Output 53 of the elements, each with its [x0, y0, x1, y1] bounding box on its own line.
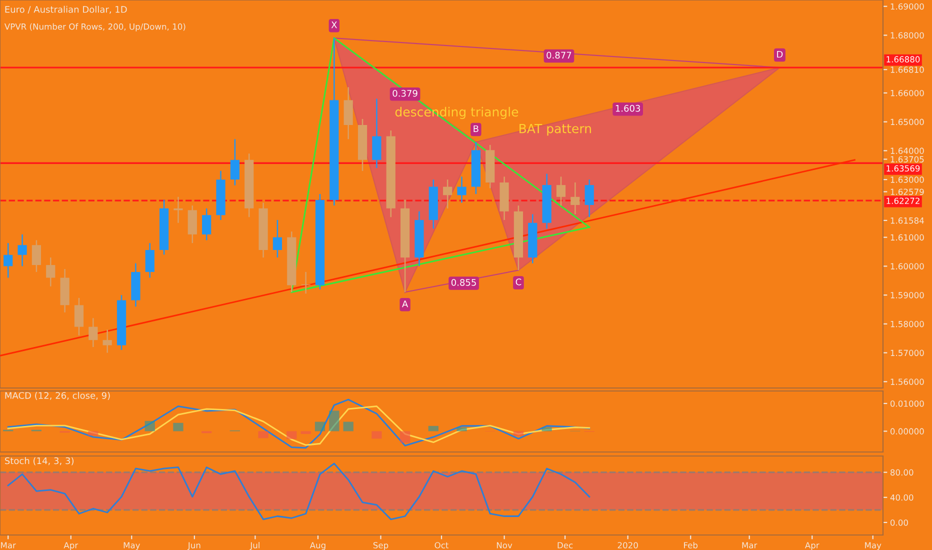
x-tick-label: Apr — [804, 542, 820, 550]
ref-line-label: 1.62272 — [886, 198, 920, 204]
y-tick-label: 0.00000 — [890, 428, 924, 434]
annotation: X — [331, 22, 337, 28]
y-tick-label: 1.66810 — [890, 66, 924, 73]
text: VPVR (Number Of Rows, 200, Up/Down, 10) — [4, 23, 186, 32]
y-tick-label: 0.00 — [890, 519, 908, 526]
chart-title: Stoch (14, 3, 3) — [5, 457, 74, 466]
y-tick-label: 80.00 — [890, 469, 914, 476]
y-tick-label: 1.63705 — [890, 156, 924, 162]
text: Euro / Australian Dollar, 1D — [5, 6, 127, 14]
y-tick-label: 1.64000 — [890, 148, 924, 154]
y-tick-label: 1.61584 — [890, 217, 924, 224]
x-tick-label: Jul — [250, 542, 260, 550]
y-tick-label: 1.61000 — [890, 234, 924, 241]
annotation: B — [474, 125, 478, 132]
x-tick-label: Sep — [373, 542, 388, 550]
annotation: A — [402, 300, 408, 308]
annotation: 0.877 — [546, 52, 572, 59]
chart-title: MACD (12, 26, close, 9) — [5, 392, 110, 400]
x-tick-label: Mar — [1, 542, 16, 548]
y-tick-label: 1.60000 — [890, 263, 924, 270]
y-tick-label: 1.56000 — [890, 378, 924, 385]
y-tick-label: 1.69000 — [890, 3, 924, 10]
annotation: 0.379 — [392, 90, 418, 97]
x-tick-label: Oct — [434, 542, 449, 548]
x-tick-label: May — [124, 542, 140, 550]
y-tick-label: 1.63000 — [890, 176, 924, 183]
x-tick-label: Nov — [496, 542, 512, 548]
annotation: C — [516, 278, 522, 286]
y-tick-label: 1.57000 — [890, 350, 924, 356]
y-tick-label: 1.58000 — [890, 320, 924, 328]
x-tick-label: Aug — [310, 542, 326, 550]
x-tick-label: 2020 — [618, 542, 638, 548]
annotation: D — [777, 50, 783, 58]
ref-line-label: 1.63569 — [886, 165, 920, 172]
y-tick-label: 1.66000 — [890, 90, 924, 96]
annotation: 0.855 — [451, 278, 476, 286]
annotation: 1.603 — [616, 104, 640, 112]
ref-line-label: 1.66880 — [886, 56, 920, 62]
x-tick-label: Jun — [187, 542, 200, 550]
x-tick-label: May — [865, 542, 882, 550]
x-tick-label: Dec — [558, 542, 573, 548]
y-tick-label: 1.65000 — [890, 118, 924, 126]
x-tick-label: Feb — [684, 542, 698, 548]
annotation: BAT pattern — [520, 124, 591, 136]
y-tick-label: 40.00 — [890, 494, 914, 501]
x-tick-label: Mar — [742, 542, 758, 548]
x-tick-label: Apr — [64, 542, 78, 550]
y-tick-label: 0.01000 — [890, 400, 924, 407]
y-tick-label: 1.59000 — [890, 292, 924, 298]
y-tick-label: 1.62579 — [890, 188, 924, 196]
y-tick-label: 1.68000 — [890, 32, 924, 39]
